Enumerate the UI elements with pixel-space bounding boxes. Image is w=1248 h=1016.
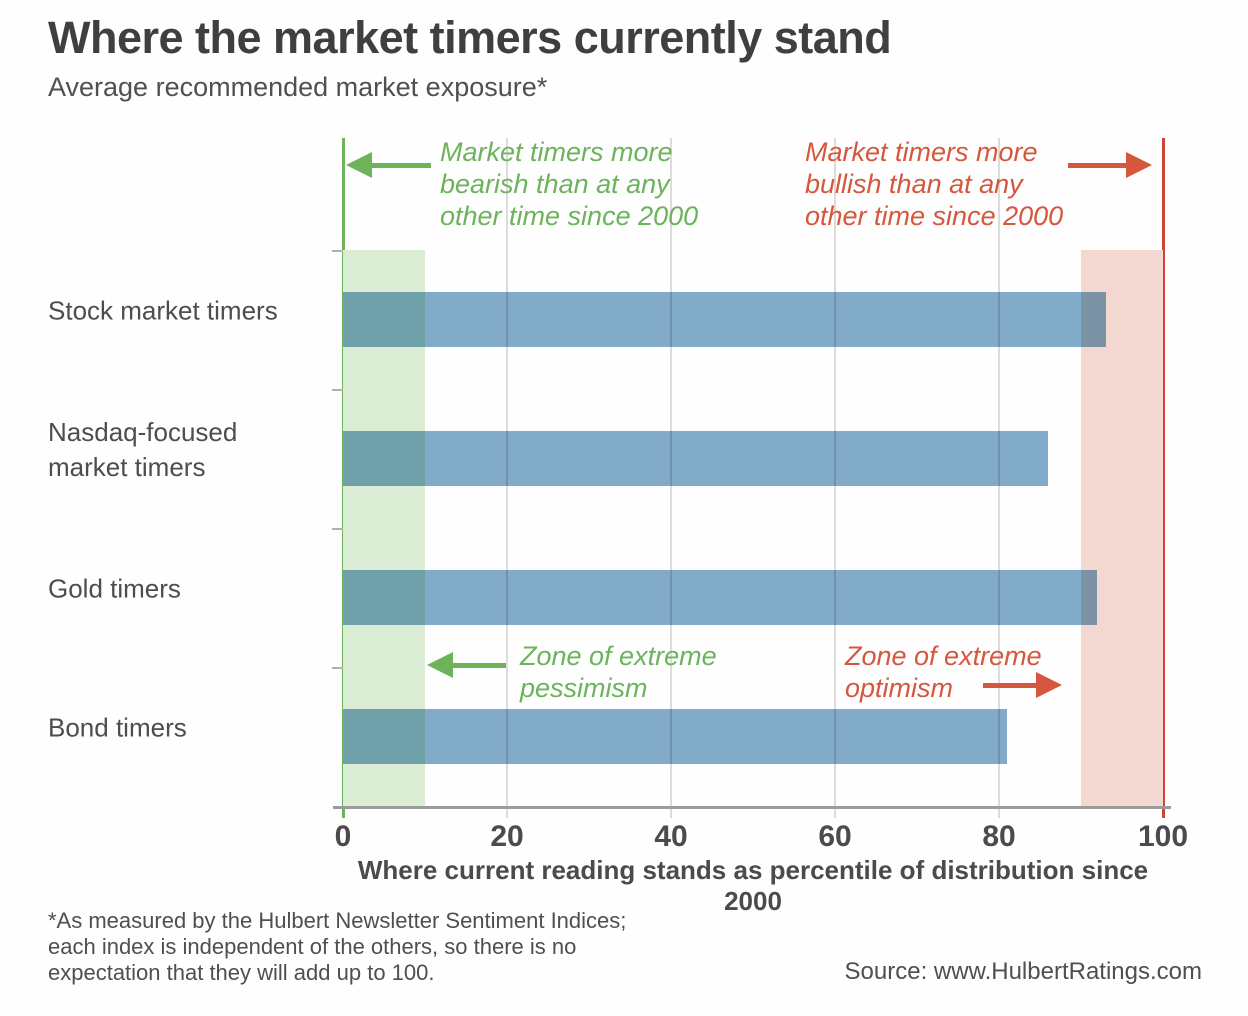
- footnote: *As measured by the Hulbert Newsletter S…: [48, 908, 627, 985]
- category-label-2: Gold timers: [48, 573, 181, 603]
- pessimism-arrow-shaft: [450, 663, 506, 668]
- plot-area: 0 20 40 60 80 100: [332, 138, 1188, 853]
- source-credit: Source: www.HulbertRatings.com: [844, 958, 1202, 985]
- y-tick-1: [332, 389, 343, 391]
- bar-1: [343, 431, 1049, 486]
- page-subtitle: Average recommended market exposure*: [48, 72, 548, 102]
- annotation-pessimism: Zone of extreme pessimism: [520, 641, 717, 703]
- x-tick-label-100: 100: [1137, 820, 1189, 853]
- x-axis-title: Where current reading stands as percenti…: [357, 855, 1149, 916]
- page-title: Where the market timers currently stand: [48, 12, 892, 63]
- annotation-optimism: Zone of extreme optimism: [845, 641, 1042, 703]
- arrow-left-shaft: [369, 163, 431, 168]
- x-tick-label-20: 20: [490, 820, 524, 853]
- x-tick-label-80: 80: [982, 820, 1016, 853]
- arrow-left-icon: [346, 152, 372, 178]
- annotation-bullish: Market timers more bullish than at any o…: [805, 137, 1064, 231]
- bar-2: [343, 570, 1098, 625]
- y-tick-3: [332, 667, 343, 669]
- hundred-axis-line: [1161, 138, 1165, 818]
- pessimism-arrow-left-icon: [427, 652, 453, 678]
- x-tick-label-0: 0: [334, 820, 352, 853]
- bar-3: [343, 709, 1008, 764]
- x-axis-line: [333, 806, 1171, 809]
- y-tick-0: [332, 250, 343, 252]
- x-tick-label-60: 60: [818, 820, 852, 853]
- category-label-3: Bond timers: [48, 712, 187, 742]
- arrow-right-icon: [1126, 152, 1152, 178]
- category-label-1: Nasdaq-focused market timers: [48, 416, 238, 482]
- optimism-arrow-right-icon: [1036, 672, 1062, 698]
- arrow-right-shaft: [1068, 163, 1128, 168]
- x-tick-label-40: 40: [654, 820, 688, 853]
- y-tick-2: [332, 528, 343, 530]
- category-label-0: Stock market timers: [48, 295, 278, 325]
- annotation-bearish: Market timers more bearish than at any o…: [440, 137, 699, 231]
- optimism-arrow-shaft: [983, 683, 1038, 688]
- bar-0: [343, 292, 1106, 347]
